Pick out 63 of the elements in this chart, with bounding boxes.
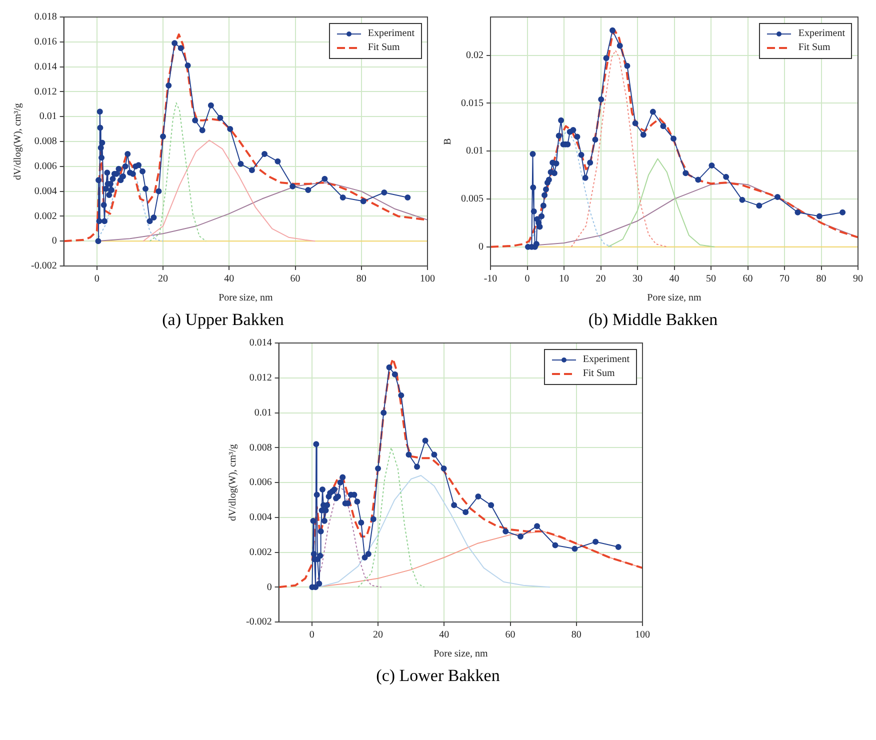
y-tick-label: 0.004 bbox=[249, 512, 272, 523]
x-tick-label: -10 bbox=[484, 274, 498, 285]
y-tick-label: 0.006 bbox=[34, 161, 57, 172]
y-tick-label: -0.002 bbox=[246, 616, 272, 628]
y-tick-label: 0.015 bbox=[461, 98, 484, 109]
y-tick-label: -0.002 bbox=[30, 260, 57, 272]
y-tick-label: 0.014 bbox=[34, 61, 57, 72]
x-tick-label: 0 bbox=[524, 274, 530, 285]
x-tick-label: 40 bbox=[439, 630, 450, 641]
x-tick-label: 40 bbox=[669, 274, 680, 285]
y-tick-label: 0.016 bbox=[34, 36, 57, 48]
y-tick-label: 0.012 bbox=[34, 86, 57, 98]
x-tick-label: 0 bbox=[309, 630, 314, 641]
x-tick-label: 40 bbox=[224, 274, 234, 285]
x-tick-label: 20 bbox=[158, 274, 168, 285]
y-tick-label: 0.002 bbox=[249, 546, 272, 558]
x-tick-label: 100 bbox=[635, 630, 650, 641]
x-tick-label: 70 bbox=[780, 274, 790, 285]
x-tick-label: 80 bbox=[571, 630, 582, 641]
x-tick-label: 30 bbox=[632, 274, 642, 285]
x-tick-label: 80 bbox=[816, 274, 826, 285]
text: (a) Upper Bakken bbox=[162, 310, 284, 330]
x-tick-label: 20 bbox=[596, 274, 606, 285]
legend-label: Experiment bbox=[368, 27, 414, 41]
y-tick-label: 0.008 bbox=[34, 136, 57, 148]
x-tick-label: 60 bbox=[742, 274, 753, 285]
x-tick-label: 10 bbox=[559, 274, 569, 285]
text: (b) Middle Bakken bbox=[588, 310, 718, 330]
x-tick-label: 80 bbox=[356, 274, 366, 285]
y-tick-label: 0.01 bbox=[254, 407, 272, 418]
y-tick-label: 0 bbox=[266, 582, 272, 593]
x-axis-title: Pore size, nm bbox=[218, 292, 273, 304]
y-axis-title: dV/dlog(W), cm³/g bbox=[12, 103, 24, 180]
y-axis-title: B bbox=[442, 138, 454, 145]
y-tick-label: 0 bbox=[52, 236, 57, 247]
x-tick-label: 60 bbox=[505, 630, 516, 641]
y-tick-label: 0.002 bbox=[34, 210, 57, 222]
y-tick-label: 0.006 bbox=[249, 477, 272, 488]
y-tick-label: 0.02 bbox=[466, 50, 484, 61]
legend-label: Fit Sum bbox=[582, 367, 615, 381]
y-tick-label: 0.01 bbox=[39, 111, 57, 122]
y-tick-label: 0.018 bbox=[34, 12, 57, 23]
legend-label: Experiment bbox=[582, 353, 630, 367]
y-tick-label: 0.01 bbox=[466, 146, 484, 157]
x-tick-label: 50 bbox=[706, 274, 716, 285]
y-tick-label: 0 bbox=[478, 241, 484, 252]
x-tick-label: 90 bbox=[853, 274, 863, 285]
x-axis-title: Pore size, nm bbox=[434, 648, 488, 660]
x-tick-label: 100 bbox=[420, 274, 435, 285]
y-axis-title: dV/dlog(W), cm³/g bbox=[228, 444, 239, 521]
y-tick-label: 0.008 bbox=[249, 442, 272, 454]
legend-label: Fit Sum bbox=[368, 41, 400, 55]
legend-label: Experiment bbox=[798, 27, 845, 41]
x-tick-label: 0 bbox=[94, 274, 100, 285]
x-tick-label: 20 bbox=[373, 630, 384, 641]
y-tick-label: 0.012 bbox=[249, 372, 272, 384]
y-tick-label: 0.014 bbox=[249, 338, 272, 349]
x-tick-label: 60 bbox=[290, 274, 300, 285]
legend-label: Fit Sum bbox=[798, 41, 830, 55]
y-tick-label: 0.005 bbox=[461, 194, 484, 205]
y-tick-label: 0.004 bbox=[34, 186, 57, 197]
text: (c) Lower Bakken bbox=[376, 666, 500, 686]
x-axis-title: Pore size, nm bbox=[647, 292, 702, 304]
